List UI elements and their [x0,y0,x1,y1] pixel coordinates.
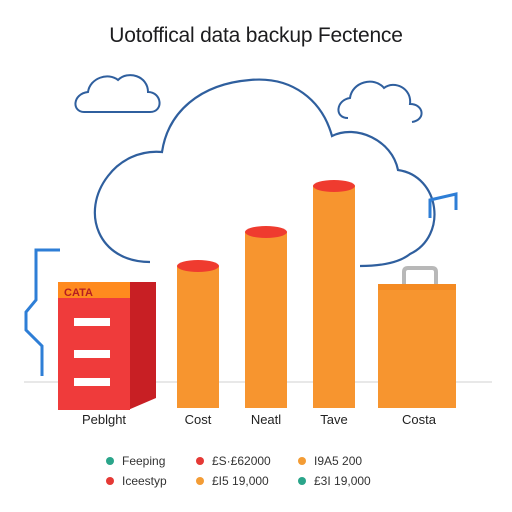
legend-label: I9A5 200 [314,454,363,468]
small-cloud-left-icon [74,74,161,113]
small-cloud-right-icon [337,80,423,123]
circuit-left-line [24,248,60,376]
legend-label: £S·£62000 [212,454,271,468]
legend-label: £3I 19,000 [314,474,371,488]
big-cloud-icon [93,78,436,268]
legend-item: £3I 19,000 [298,474,371,488]
bar-cost [177,260,219,408]
legend-dot-icon [196,477,204,485]
legend-label: Feeping [122,454,166,468]
circuit-right-line [428,192,458,218]
legend-dot-icon [196,457,204,465]
legend-dot-icon [106,457,114,465]
legend-label: £I5 19,000 [212,474,269,488]
file-cabinet-icon: CATA [58,282,156,410]
legend-dot-icon [106,477,114,485]
legend-dot-icon [298,457,306,465]
category-label-cost: Cost [184,412,212,427]
bar-tave [313,180,355,408]
legend-item: I9A5 200 [298,454,362,468]
legend-item: £I5 19,000 [196,474,269,488]
cabinet-label: CATA [64,287,93,299]
legend-item: Iceestyp [106,474,167,488]
shopping-bag-icon [378,266,456,408]
legend-item: £S·£62000 [196,454,271,468]
category-label-tave: Tave [320,412,348,427]
bar-neatl [245,226,287,408]
legend-dot-icon [298,477,306,485]
category-label-peblght: Peblght [81,412,127,427]
category-label-neatl: Neatl [250,412,282,427]
legend-item: Feeping [106,454,165,468]
page-title: Uotoffical data backup Fectence [109,24,403,47]
legend-label: Iceestyp [122,474,167,488]
category-label-costa: Costa [402,412,436,427]
